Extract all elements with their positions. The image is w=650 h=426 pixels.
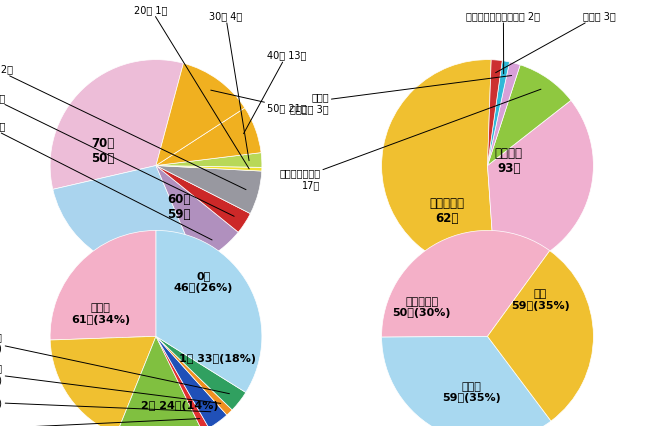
Text: はい
59人(35%): はい 59人(35%) — [511, 289, 570, 310]
Wedge shape — [156, 337, 232, 415]
Wedge shape — [382, 60, 495, 272]
Text: 70代
50人: 70代 50人 — [92, 136, 115, 164]
Text: 60代
59人: 60代 59人 — [168, 192, 191, 220]
Text: 生保＋年金＋就労収入 2人: 生保＋年金＋就労収入 2人 — [467, 11, 540, 75]
Text: 0回
46人(26%): 0回 46人(26%) — [174, 271, 233, 292]
Text: その他 3人: その他 3人 — [495, 11, 616, 74]
Wedge shape — [488, 101, 593, 271]
Text: 90代 6人: 90代 6人 — [0, 92, 234, 217]
Text: 生保＋
障害年金 3人: 生保＋ 障害年金 3人 — [290, 76, 512, 113]
Wedge shape — [488, 66, 571, 166]
Wedge shape — [488, 251, 593, 421]
Wedge shape — [156, 337, 209, 426]
Text: 生保のみ
93人: 生保のみ 93人 — [495, 147, 523, 175]
Text: 不定期
61人(34%): 不定期 61人(34%) — [72, 302, 131, 324]
Text: 生保＋年金
62人: 生保＋年金 62人 — [430, 196, 465, 225]
Text: ■収入状況: ■収入状況 — [470, 311, 505, 321]
Text: 10回以上
6人(3%): 10回以上 6人(3%) — [0, 331, 229, 394]
Text: 50代 21人: 50代 21人 — [211, 91, 307, 113]
Text: 4回 6人(3%): 4回 6人(3%) — [0, 397, 211, 412]
Text: いいえ
59人(35%): いいえ 59人(35%) — [442, 381, 501, 402]
Text: 生保＋就労収入
17人: 生保＋就労収入 17人 — [279, 90, 541, 190]
Wedge shape — [156, 109, 261, 166]
Text: 3回 2人(1%): 3回 2人(1%) — [0, 419, 200, 426]
Wedge shape — [488, 61, 510, 166]
Wedge shape — [156, 337, 227, 426]
Text: 80代 14人: 80代 14人 — [0, 121, 212, 240]
Wedge shape — [382, 231, 550, 337]
Wedge shape — [50, 337, 156, 426]
Wedge shape — [156, 231, 262, 392]
Wedge shape — [156, 166, 239, 263]
Text: 2回 24人(14%): 2回 24人(14%) — [140, 400, 218, 410]
Text: 40代 13人: 40代 13人 — [244, 50, 307, 134]
Wedge shape — [156, 166, 250, 233]
Wedge shape — [53, 166, 198, 272]
Text: 未回答 12人: 未回答 12人 — [0, 64, 246, 190]
Text: 1回 33人(18%): 1回 33人(18%) — [179, 353, 256, 363]
Wedge shape — [116, 337, 202, 426]
Text: ■調査対象者:180人
(男性103人・女性69人・未回蠅8人) 平均年隤66・7歳: ■調査対象者:180人 (男性103人・女性69人・未回蠅8人) 平均年隤66・… — [72, 317, 240, 336]
Wedge shape — [488, 60, 502, 166]
Wedge shape — [156, 64, 245, 166]
Wedge shape — [156, 153, 262, 168]
Wedge shape — [50, 231, 156, 340]
Wedge shape — [156, 166, 262, 172]
Wedge shape — [488, 63, 520, 166]
Text: 6回
2人(1%): 6回 2人(1%) — [0, 363, 221, 403]
Text: 30代 4人: 30代 4人 — [209, 11, 249, 161]
Wedge shape — [50, 60, 183, 190]
Text: 20代 1人: 20代 1人 — [134, 5, 249, 170]
Wedge shape — [382, 337, 551, 426]
Wedge shape — [156, 337, 246, 410]
Wedge shape — [156, 166, 262, 214]
Text: わからない
50人(30%): わからない 50人(30%) — [393, 296, 451, 318]
